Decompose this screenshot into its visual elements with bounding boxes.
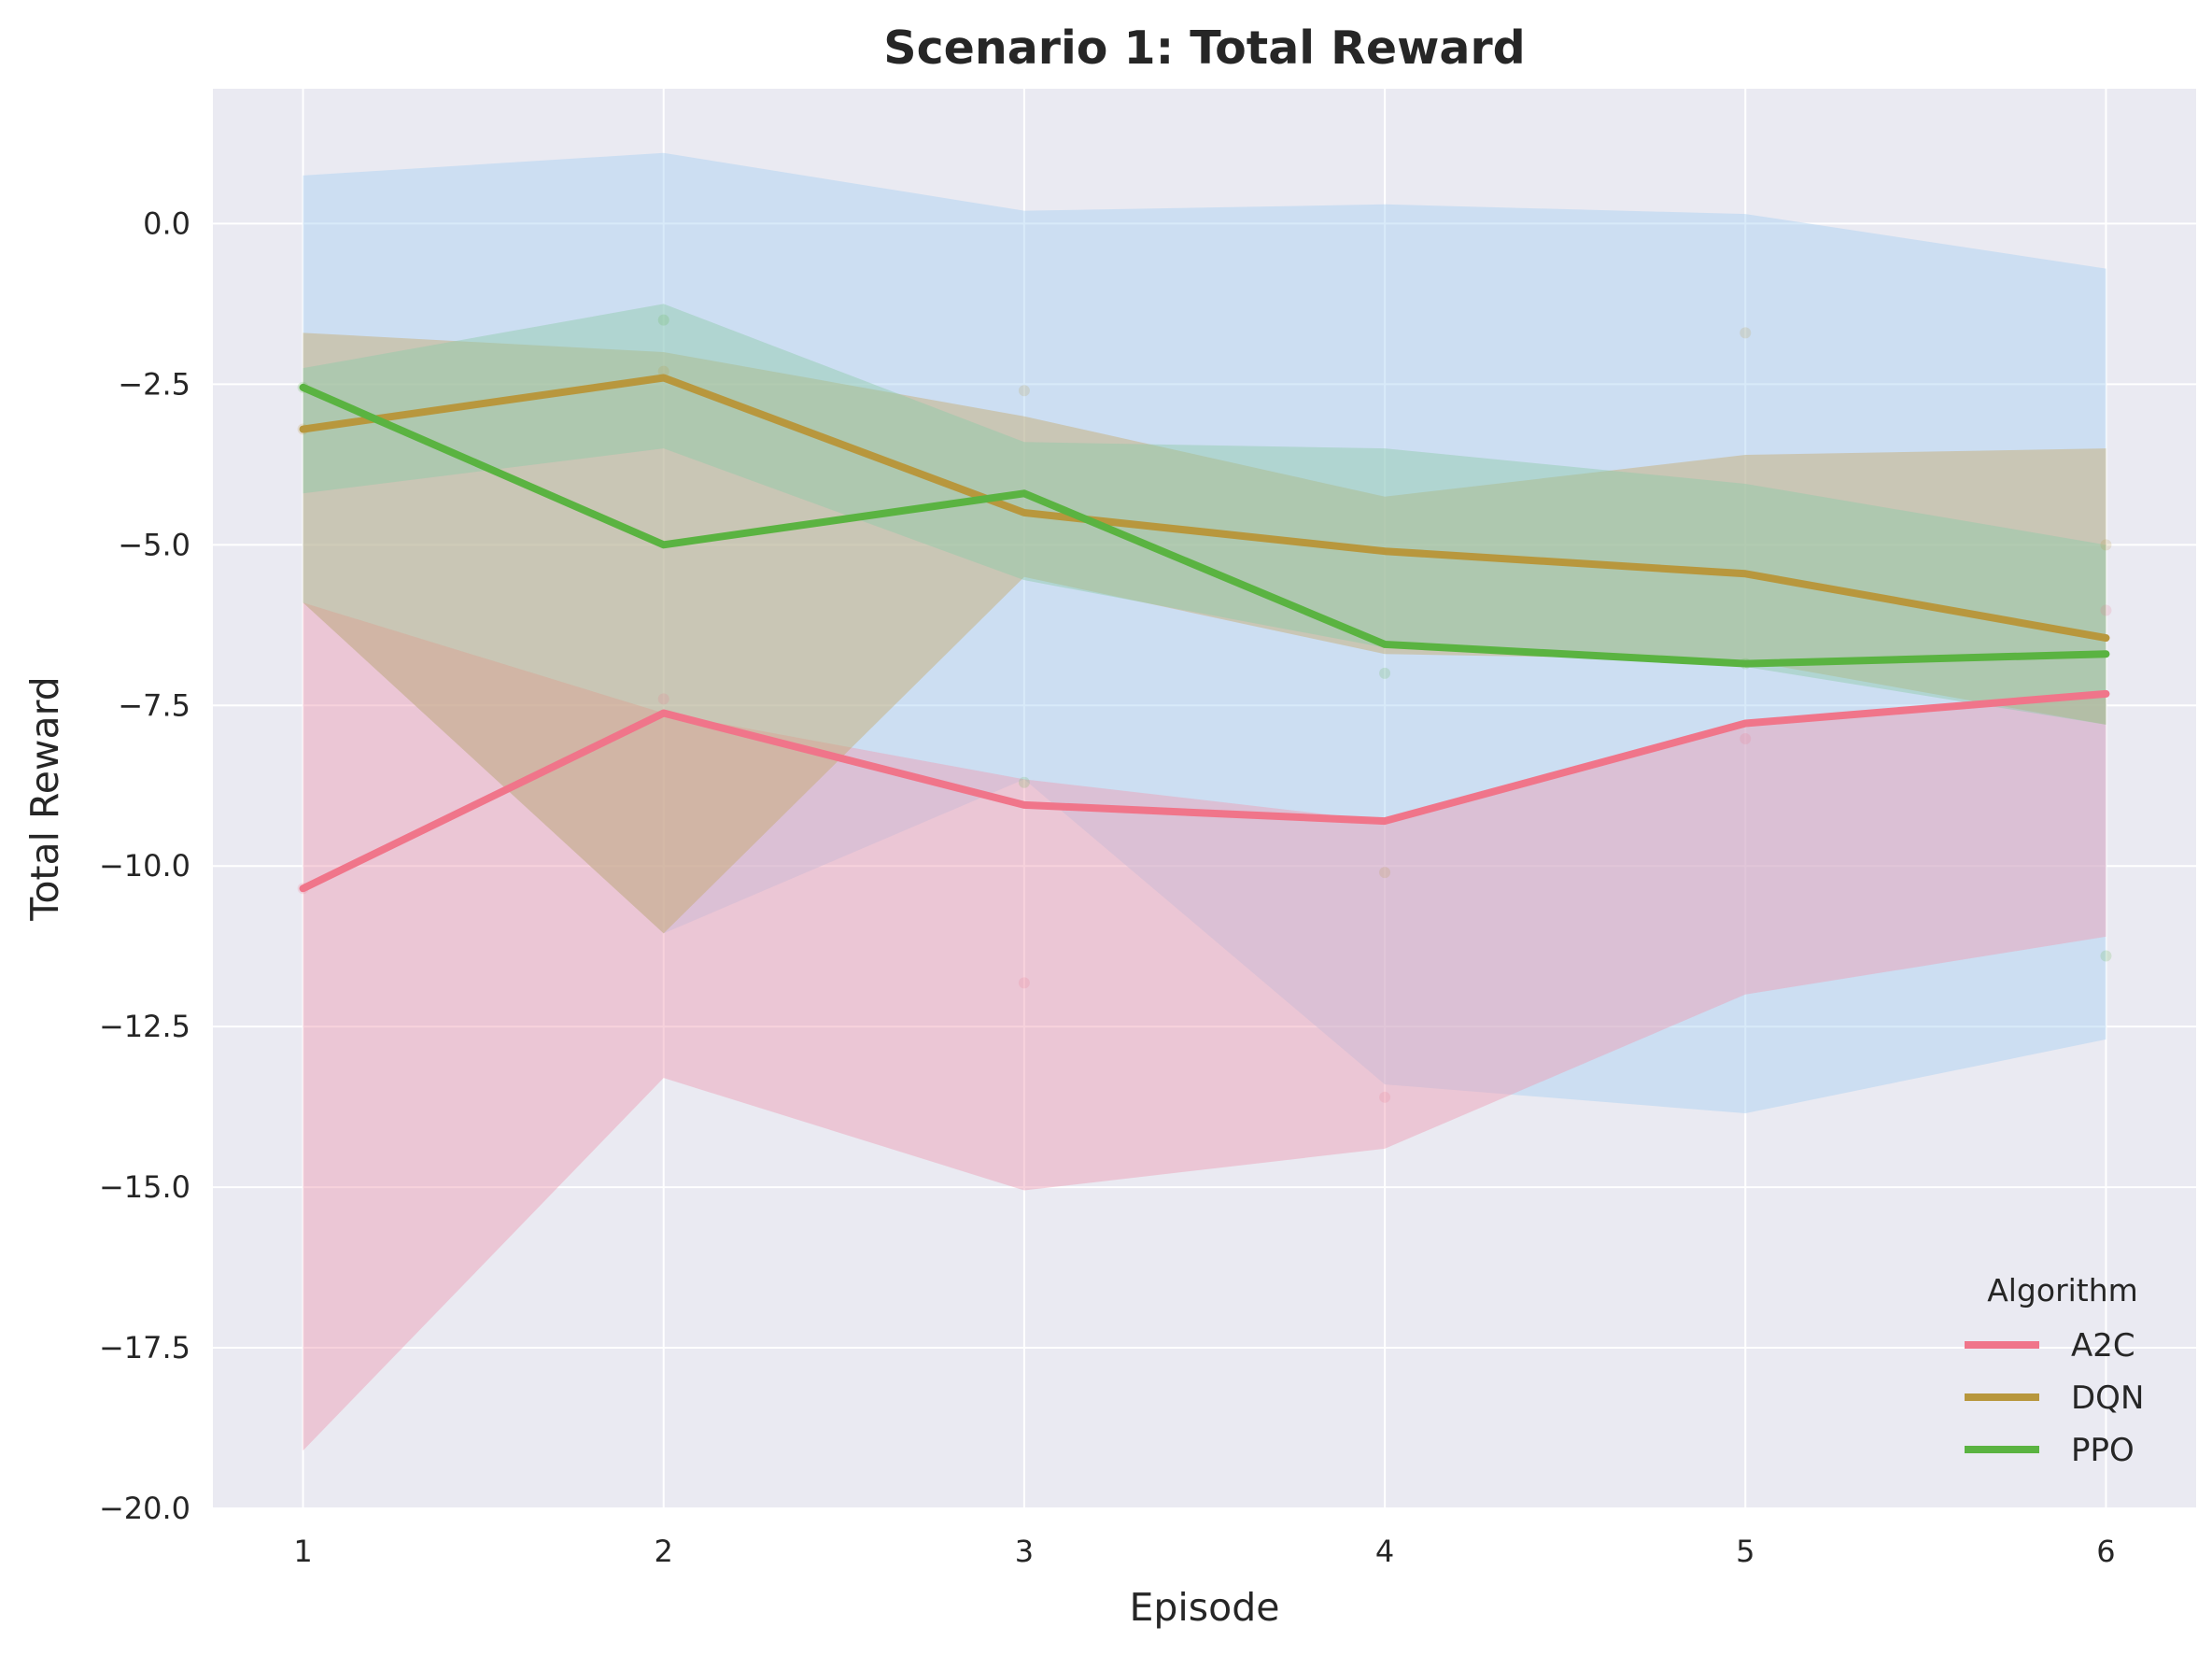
data-point-dqn bbox=[1018, 385, 1030, 397]
plot-area bbox=[213, 89, 2196, 1508]
data-point-ppo bbox=[657, 314, 669, 326]
data-point-dqn bbox=[2100, 539, 2112, 551]
x-axis-ticks: 1 2 3 4 5 6 bbox=[293, 1534, 2115, 1569]
legend: Algorithm A2C DQN PPO bbox=[1965, 1272, 2144, 1469]
x-tick-label: 4 bbox=[1375, 1534, 1394, 1569]
y-tick-label: −15.0 bbox=[99, 1169, 190, 1205]
legend-label-dqn: DQN bbox=[2071, 1379, 2144, 1417]
x-tick-label: 1 bbox=[293, 1534, 312, 1569]
x-tick-label: 6 bbox=[2096, 1534, 2115, 1569]
data-point-ppo bbox=[1018, 776, 1030, 788]
y-tick-label: −20.0 bbox=[99, 1491, 190, 1526]
data-point-a2c bbox=[1379, 1091, 1391, 1103]
y-tick-label: −17.5 bbox=[99, 1330, 190, 1365]
y-tick-label: −2.5 bbox=[118, 366, 190, 402]
data-point-a2c bbox=[2100, 604, 2112, 616]
x-tick-label: 2 bbox=[655, 1534, 673, 1569]
band-layer bbox=[303, 152, 2106, 1451]
x-tick-label: 3 bbox=[1015, 1534, 1034, 1569]
legend-title: Algorithm bbox=[1987, 1272, 2138, 1308]
confidence-band bbox=[303, 152, 2106, 1114]
chart-title: Scenario 1: Total Reward bbox=[883, 21, 1525, 75]
confidence-band-a2c bbox=[303, 602, 2106, 1451]
y-axis-label: Total Reward bbox=[22, 676, 67, 921]
legend-label-a2c: A2C bbox=[2071, 1327, 2135, 1365]
data-point-ppo bbox=[2100, 950, 2112, 962]
y-tick-label: −7.5 bbox=[118, 687, 190, 723]
series-line-dqn bbox=[299, 374, 2110, 643]
data-point-dqn bbox=[657, 365, 669, 377]
x-tick-label: 5 bbox=[1736, 1534, 1754, 1569]
y-tick-label: 0.0 bbox=[143, 205, 190, 241]
confidence-band-dqn bbox=[303, 332, 2106, 934]
data-point-dqn bbox=[1740, 327, 1752, 339]
grid-layer bbox=[213, 89, 2196, 1509]
series-line-ppo bbox=[299, 383, 2110, 668]
y-tick-label: −10.0 bbox=[99, 848, 190, 884]
data-point-a2c bbox=[657, 693, 669, 705]
y-axis-ticks: 0.0 −2.5 −5.0 −7.5 −10.0 −12.5 −15.0 −17.5 −20.0 bbox=[99, 205, 190, 1526]
legend-entries: A2C DQN PPO bbox=[1965, 1327, 2144, 1469]
line-layer bbox=[299, 374, 2110, 893]
data-point-ppo bbox=[1379, 667, 1391, 679]
y-tick-label: −12.5 bbox=[99, 1009, 190, 1044]
legend-label-ppo: PPO bbox=[2071, 1432, 2135, 1469]
data-point-dqn bbox=[1379, 867, 1391, 879]
series-line-a2c bbox=[299, 689, 2110, 893]
data-point-a2c bbox=[1018, 977, 1030, 989]
y-tick-label: −5.0 bbox=[118, 527, 190, 562]
x-axis-label: Episode bbox=[1129, 1585, 1279, 1630]
data-point-a2c bbox=[1740, 733, 1752, 745]
